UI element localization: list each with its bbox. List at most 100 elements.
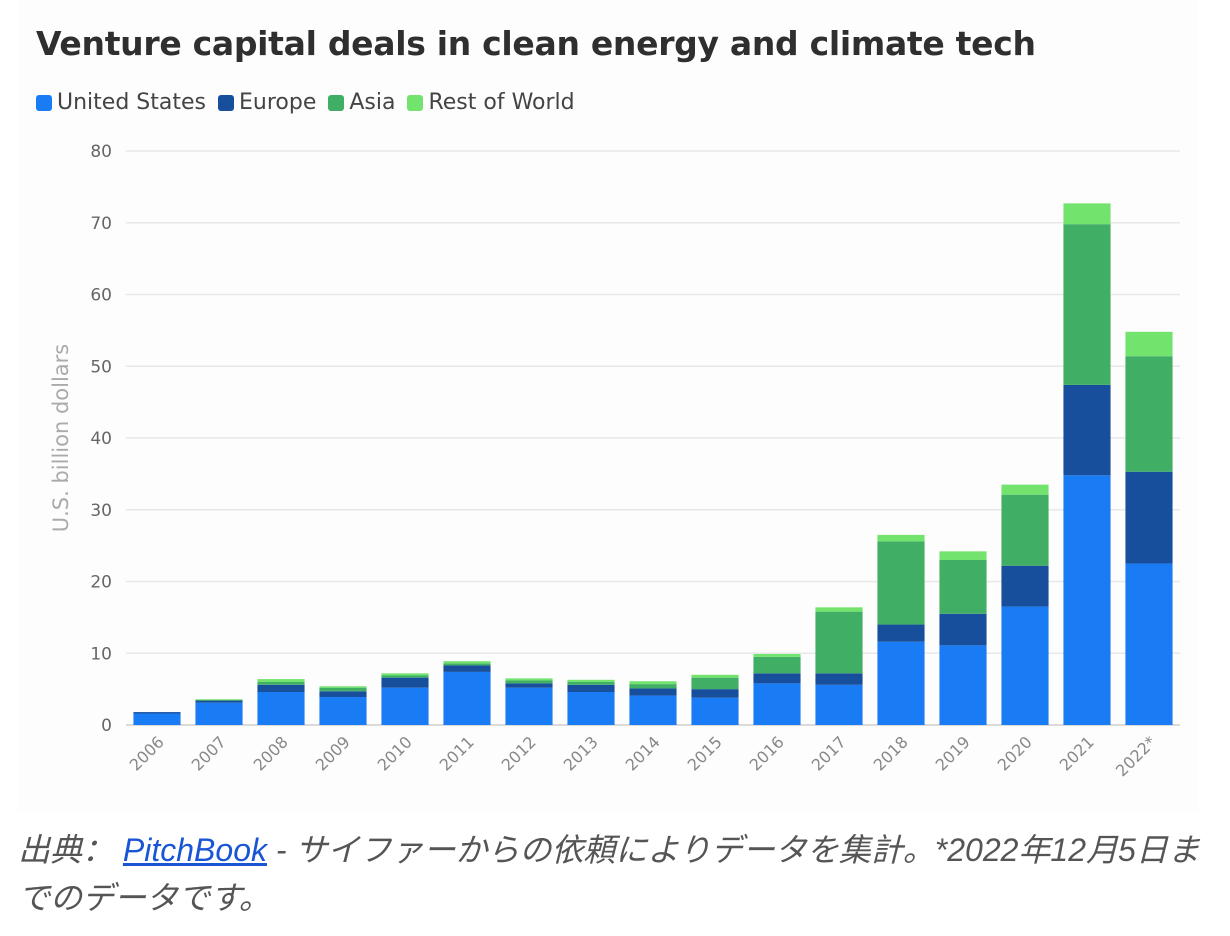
bar-segment xyxy=(443,661,491,664)
bar-segment xyxy=(1063,384,1111,476)
bar-segment xyxy=(815,673,863,685)
legend-label: Europe xyxy=(238,90,317,115)
bar-segment xyxy=(815,607,863,612)
chart-background xyxy=(18,0,1198,812)
legend-item-rest-of-world[interactable]: Rest of World xyxy=(407,90,575,115)
x-tick-label: 2012 xyxy=(498,732,540,774)
bar-segment xyxy=(629,681,677,685)
bar-segment xyxy=(939,551,987,560)
bar-segment xyxy=(381,687,429,725)
x-tick-label: 2018 xyxy=(870,732,912,774)
bar-segment xyxy=(505,683,553,688)
bar-segment xyxy=(443,663,491,666)
x-tick-label: 2011 xyxy=(436,732,478,774)
legend: United States Europe Asia Rest of World xyxy=(36,90,575,115)
bar-segment xyxy=(691,674,739,678)
bar-segment xyxy=(319,687,367,692)
y-tick-label: 50 xyxy=(90,357,112,377)
bar-segment xyxy=(1125,356,1173,472)
bar-segment xyxy=(505,680,553,684)
bar-segment xyxy=(133,713,181,725)
bar-segment xyxy=(753,656,801,674)
bar-segment xyxy=(939,559,987,614)
y-tick-label: 70 xyxy=(90,214,112,234)
legend-item-asia[interactable]: Asia xyxy=(328,90,395,115)
source-caption: 出典： PitchBook - サイファーからの依頼によりデータを集計。*202… xyxy=(18,826,1213,922)
bar-segment xyxy=(1125,471,1173,564)
bar-segment xyxy=(629,695,677,725)
x-tick-label: 2014 xyxy=(622,732,664,774)
y-tick-label: 80 xyxy=(90,142,112,162)
bar-segment xyxy=(1063,203,1111,225)
bar-segment xyxy=(691,697,739,725)
bar-segment xyxy=(257,684,305,692)
x-tick-label: 2013 xyxy=(560,732,602,774)
bar-segment xyxy=(1125,331,1173,357)
x-tick-label: 2009 xyxy=(312,732,354,774)
legend-label: Rest of World xyxy=(428,90,575,115)
y-tick-label: 60 xyxy=(90,286,112,306)
x-tick-label: 2007 xyxy=(188,732,230,774)
legend-label: United States xyxy=(57,90,206,115)
bar-segment xyxy=(567,679,615,682)
caption-prefix: 出典： xyxy=(18,832,115,868)
bar-segment xyxy=(753,683,801,725)
bar-segment xyxy=(195,702,243,725)
bar-segment xyxy=(1063,224,1111,385)
legend-swatch xyxy=(328,94,345,111)
y-tick-label: 20 xyxy=(90,573,112,593)
bar-segment xyxy=(629,684,677,689)
bar-segment xyxy=(1125,563,1173,725)
x-tick-label: 2020 xyxy=(994,732,1036,774)
bar-segment xyxy=(381,673,429,676)
legend-item-united-states[interactable]: United States xyxy=(36,90,206,115)
x-tick-label: 2021 xyxy=(1056,732,1098,774)
bar-segment xyxy=(133,712,181,714)
bar-segment xyxy=(319,697,367,725)
bar-segment xyxy=(505,678,553,681)
bar-segment xyxy=(939,613,987,646)
legend-swatch xyxy=(36,94,52,111)
legend-item-europe[interactable]: Europe xyxy=(217,90,317,115)
bar-segment xyxy=(319,691,367,698)
x-tick-label: 2019 xyxy=(932,732,974,774)
x-tick-label: 2016 xyxy=(746,732,788,774)
pitchbook-link[interactable]: PitchBook xyxy=(122,832,267,868)
y-axis-label: U.S. billion dollars xyxy=(49,344,73,533)
bar-segment xyxy=(195,700,243,703)
bar-segment xyxy=(443,665,491,672)
bar-segment xyxy=(1063,475,1111,725)
x-tick-label: 2022* xyxy=(1112,732,1160,780)
bar-segment xyxy=(629,688,677,696)
y-tick-label: 40 xyxy=(90,429,112,449)
bar-segment xyxy=(877,541,925,625)
bar-segment xyxy=(381,675,429,678)
bar-segment xyxy=(753,673,801,684)
bar-segment xyxy=(753,653,801,657)
bar-segment xyxy=(1001,565,1049,607)
x-tick-label: 2017 xyxy=(808,732,850,774)
bar-segment xyxy=(319,686,367,688)
x-tick-label: 2010 xyxy=(374,732,416,774)
bar-segment xyxy=(257,691,305,725)
bar-segment xyxy=(195,699,243,700)
legend-swatch xyxy=(407,94,424,111)
x-tick-label: 2015 xyxy=(684,732,726,774)
bar-segment xyxy=(877,534,925,542)
bar-segment xyxy=(877,641,925,725)
bar-segment xyxy=(567,681,615,685)
caption-text: - サイファーからの依頼によりデータを集計。*2022年12月5日までのデータで… xyxy=(18,832,1200,916)
x-tick-label: 2006 xyxy=(126,732,168,774)
bar-segment xyxy=(815,684,863,725)
bar-segment xyxy=(691,689,739,698)
legend-swatch xyxy=(217,94,234,111)
bar-segment xyxy=(939,645,987,725)
bar-segment xyxy=(567,684,615,692)
bar-segment xyxy=(381,677,429,688)
legend-label: Asia xyxy=(349,90,396,115)
bar-segment xyxy=(1001,484,1049,495)
bar-segment xyxy=(195,699,243,701)
y-tick-label: 30 xyxy=(90,501,112,521)
bar-segment xyxy=(567,691,615,725)
bar-segment xyxy=(815,611,863,674)
